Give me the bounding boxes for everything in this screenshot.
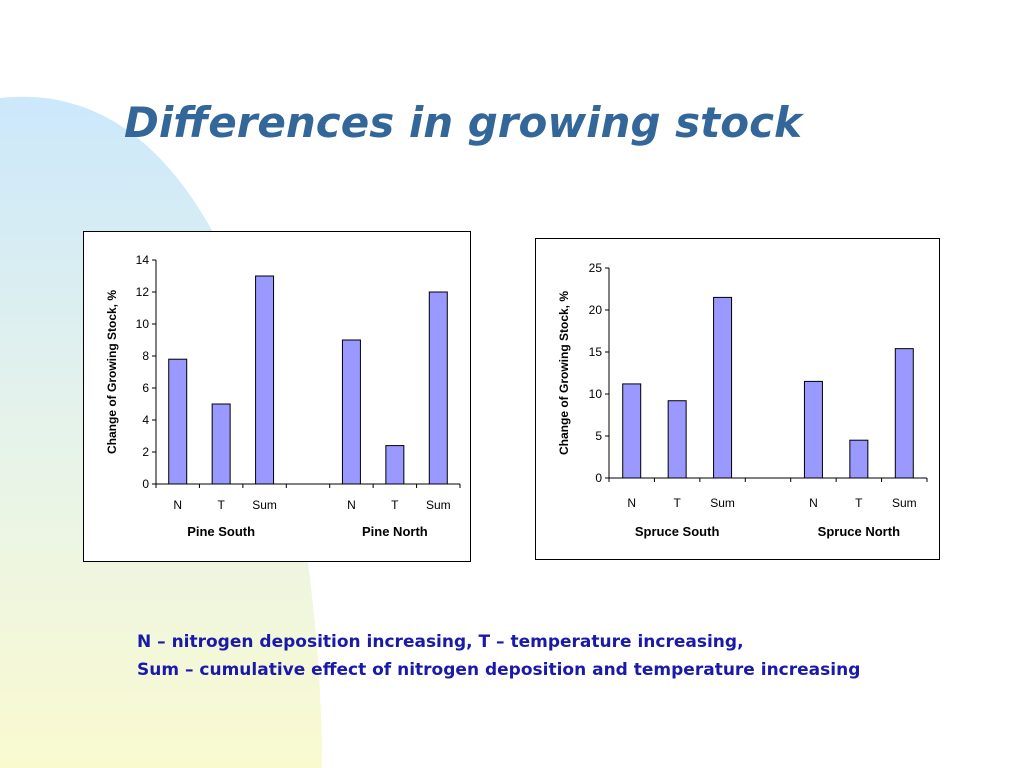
x-category-label: N (173, 498, 182, 512)
page-title: Differences in growing stock (124, 98, 802, 147)
x-category-label: T (217, 498, 225, 512)
bar-spruce-north-sum (894, 348, 914, 479)
spruce-chart-svg: Change of Growing Stock, % 0 5 10 15 20 25 N T Su… (557, 261, 928, 539)
bar-spruce-south-sum (713, 296, 733, 479)
x-category-label: Sum (426, 498, 451, 512)
x-category-label: T (855, 496, 863, 510)
x-category-label: N (627, 496, 636, 510)
x-category-label: N (809, 496, 818, 510)
y-tick-label: 0 (142, 477, 149, 491)
bar-spruce-south-n (622, 383, 642, 479)
y-tick-label: 8 (142, 349, 149, 363)
y-tick-label: 10 (136, 317, 150, 331)
bar-pine-north-sum (428, 291, 448, 485)
y-tick-label: 6 (142, 381, 149, 395)
group-label: Pine North (362, 524, 428, 539)
pine-chart: Change of Growing Stock, % 0 2 4 6 8 10 12 14 N T S… (83, 231, 471, 562)
pine-chart-svg: Change of Growing Stock, % 0 2 4 6 8 10 12 14 N T S… (105, 253, 461, 539)
y-tick-label: 20 (589, 303, 603, 317)
bar-spruce-north-t (849, 439, 869, 479)
bar-spruce-south-t (667, 400, 687, 479)
y-tick-label: 14 (136, 253, 150, 267)
bar-pine-north-t (385, 445, 405, 485)
bar-spruce-north-n (803, 380, 823, 479)
x-category-label: T (673, 496, 681, 510)
y-tick-label: 2 (142, 445, 149, 459)
y-tick-label: 25 (589, 261, 603, 275)
x-category-label: T (391, 498, 399, 512)
y-tick-label: 10 (589, 387, 603, 401)
x-category-label: Sum (710, 496, 735, 510)
note-line-2: Sum – cumulative effect of nitrogen depo… (137, 660, 861, 680)
x-category-label: N (347, 498, 356, 512)
bar-pine-south-t (211, 403, 231, 485)
note-line-1: N – nitrogen deposition increasing, T – … (137, 632, 744, 652)
y-tick-label: 0 (595, 471, 602, 485)
bar-pine-south-n (168, 358, 188, 485)
y-tick-label: 4 (142, 413, 149, 427)
group-label: Pine South (187, 524, 255, 539)
x-category-label: Sum (252, 498, 277, 512)
y-tick-label: 5 (595, 429, 602, 443)
x-category-label: Sum (892, 496, 917, 510)
y-axis-title: Change of Growing Stock, % (557, 291, 571, 455)
bar-pine-north-n (341, 339, 361, 485)
abbreviation-notes: N – nitrogen deposition increasing, T – … (137, 628, 860, 684)
bar-pine-south-sum (255, 275, 275, 485)
group-label: Spruce North (818, 524, 900, 539)
spruce-chart: Change of Growing Stock, % 0 5 10 15 20 25 N T Su… (535, 238, 940, 560)
y-tick-label: 15 (589, 345, 603, 359)
y-tick-label: 12 (136, 285, 150, 299)
group-label: Spruce South (635, 524, 720, 539)
y-axis-title: Change of Growing Stock, % (105, 290, 119, 454)
